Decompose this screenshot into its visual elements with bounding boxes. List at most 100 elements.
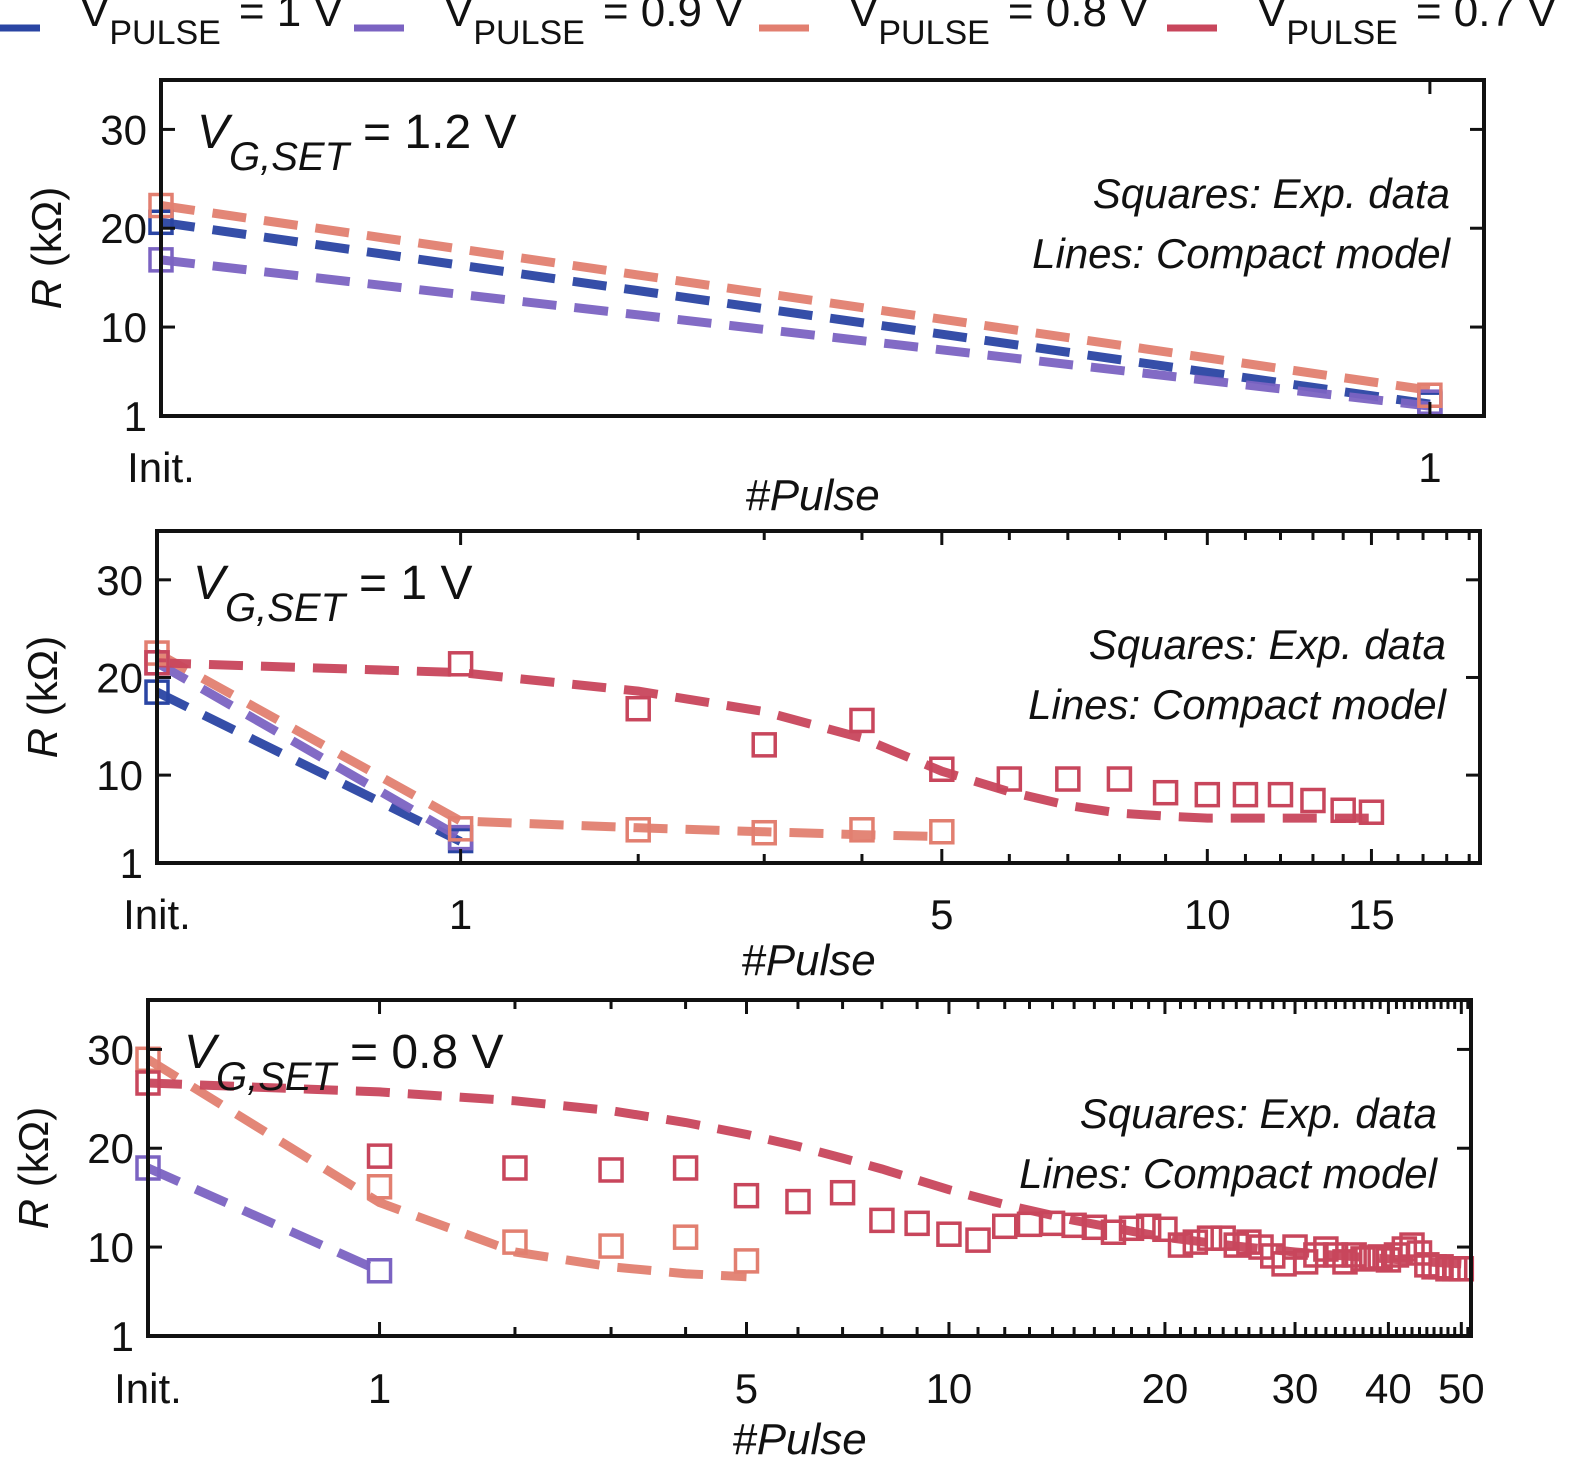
plot-frame [159,78,1486,418]
condition-label-sub: G,SET [229,135,352,179]
x-tick-label: 15 [1348,891,1395,938]
data-point [502,1155,528,1181]
data-point [992,1213,1018,1240]
x-axis-label: #Pulse [732,1415,867,1464]
condition-label-main: V [184,1026,220,1079]
data-point [751,819,777,846]
y-tick-label: 10 [100,304,147,351]
y-tick-label: 20 [87,1125,134,1172]
legend-item: VPULSE = 0.8 V [759,0,1149,52]
data-point [1182,1229,1209,1255]
x-tick-label: Init. [127,444,195,491]
condition-label: VG,SET = 1 V [193,557,472,630]
data-point [1330,797,1356,824]
data-point [1135,1213,1162,1240]
data-point [598,1157,624,1183]
data-point [785,1188,811,1215]
data-point [904,1210,930,1237]
annotation-note: Squares: Exp. data [1093,170,1450,217]
model-line [154,658,463,842]
annotation-note: Lines: Compact model [1028,681,1448,728]
data-point [936,1221,962,1247]
legend-label-sub: PULSE [109,14,221,52]
data-point [1399,1232,1425,1258]
data-point [849,817,875,843]
y-axis-label-unit: (kΩ) [19,636,66,728]
model-line [160,255,1431,411]
y-tick-label: 20 [100,205,147,252]
data-point [1196,1225,1223,1251]
legend-label-sub: PULSE [1286,14,1398,52]
y-axis-label: R (kΩ) [23,187,70,309]
data-point [1391,1236,1418,1262]
data-point [1152,1216,1178,1243]
data-point [1100,1219,1127,1245]
data-point [1016,1211,1043,1238]
condition-label-sub: G,SET [216,1055,339,1099]
data-point [625,817,651,843]
y-axis-label-var: R [10,1199,57,1229]
data-point [625,695,651,722]
condition-label-sub: G,SET [225,586,348,630]
condition-label-tail: = 0.8 V [350,1026,503,1079]
legend-label: VPULSE = 0.9 V [444,0,744,52]
y-axis-label-var: R [19,728,66,758]
condition-label-main: V [197,106,233,159]
condition-label-main: V [193,557,229,610]
annotation-note: Lines: Compact model [1032,230,1452,277]
x-tick-label: Init. [114,1365,182,1412]
data-point [1232,781,1259,808]
y-axis-label-var: R [23,279,70,309]
legend-label: VPULSE = 0.7 V [1257,0,1557,52]
model-line [154,649,942,842]
data-point [447,816,474,842]
data-point [751,732,777,758]
legend-label-tail: = 0.8 V [1008,0,1149,36]
data-point [849,707,875,734]
plot-frame [155,529,1482,865]
y-axis-label: R (kΩ) [10,1107,57,1229]
condition-label: VG,SET = 1.2 V [197,106,517,179]
data-point [1118,1215,1145,1242]
condition-label-tail: = 1.2 V [363,106,516,159]
y-tick-label: 30 [87,1026,134,1073]
legend-label-main: V [80,0,110,36]
data-point [672,1224,699,1250]
model-line [145,1055,747,1282]
annotation-note: Squares: Exp. data [1080,1090,1437,1137]
data-point [1332,1249,1358,1275]
legend-item: VPULSE = 0.7 V [1167,0,1557,52]
data-point [1300,787,1326,814]
data-point [733,1182,760,1209]
data-point [1210,1225,1236,1251]
plot-frame [146,998,1473,1338]
y-tick-label: 30 [100,106,147,153]
data-point [1167,1232,1194,1258]
y-tick-label: 10 [96,752,143,799]
x-tick-label: 40 [1365,1365,1412,1412]
data-point [1341,1242,1367,1268]
x-tick-label: 20 [1142,1365,1189,1412]
data-point [733,1248,760,1274]
x-axis-label: #Pulse [745,471,880,520]
data-point [1061,1212,1087,1239]
legend-label-main: V [444,0,474,36]
x-tick-label: 1 [368,1365,391,1412]
model-line [155,688,463,846]
legend-label: VPULSE = 1 V [80,0,343,52]
data-point [1267,781,1294,808]
data-point [447,651,474,677]
data-point [829,1179,856,1206]
data-point [1358,799,1385,825]
y-tick-label: 20 [96,654,143,701]
data-point [1194,781,1221,808]
x-tick-label: 1 [449,891,472,938]
data-point [929,756,955,783]
data-point [598,1233,624,1259]
data-point [869,1207,895,1234]
data-point [996,766,1023,792]
legend-label-main: V [849,0,879,36]
y-tick-label: 10 [87,1224,134,1271]
